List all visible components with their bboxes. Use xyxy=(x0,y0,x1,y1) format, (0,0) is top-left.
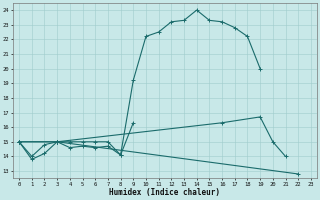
X-axis label: Humidex (Indice chaleur): Humidex (Indice chaleur) xyxy=(109,188,220,197)
